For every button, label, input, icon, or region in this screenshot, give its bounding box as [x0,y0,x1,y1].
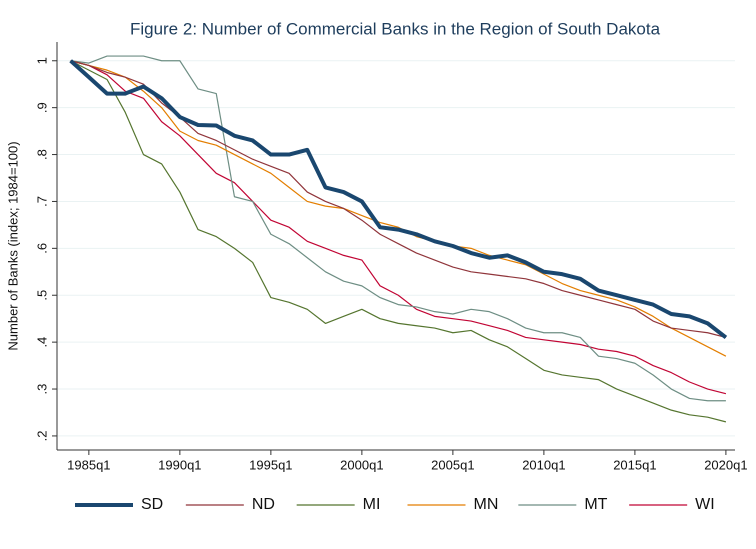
y-tick-label: .8 [34,149,49,160]
x-tick-label: 2010q1 [522,457,565,472]
legend-label: MN [474,496,499,513]
series-line [70,55,726,402]
y-tick-label: .5 [34,290,49,301]
legend-label: MI [363,496,381,513]
x-tick-label: 2015q1 [613,457,656,472]
y-tick-label: .2 [34,431,49,442]
x-tick-label: 1995q1 [249,457,292,472]
legend-label: SD [141,496,163,513]
legend-label: MT [584,496,607,513]
x-tick-label: 1985q1 [67,457,110,472]
y-tick-label: .3 [34,384,49,395]
x-tick-label: 2005q1 [431,457,474,472]
series-line [70,60,727,357]
legend-label: WI [695,496,715,513]
y-tick-label: 1 [34,57,49,64]
series-line [70,60,727,423]
y-axis-label: Number of Banks (index; 1984=100) [5,141,20,350]
series-line [69,59,728,340]
x-tick-label: 2020q1 [704,457,747,472]
y-tick-label: .7 [34,196,49,207]
y-tick-label: .4 [34,337,49,348]
x-tick-label: 1990q1 [158,457,201,472]
legend-label: ND [252,496,275,513]
y-tick-label: .6 [34,243,49,254]
y-tick-label: .9 [34,102,49,113]
chart-title: Figure 2: Number of Commercial Banks in … [130,19,661,38]
x-tick-label: 2000q1 [340,457,383,472]
series-line [70,60,727,395]
